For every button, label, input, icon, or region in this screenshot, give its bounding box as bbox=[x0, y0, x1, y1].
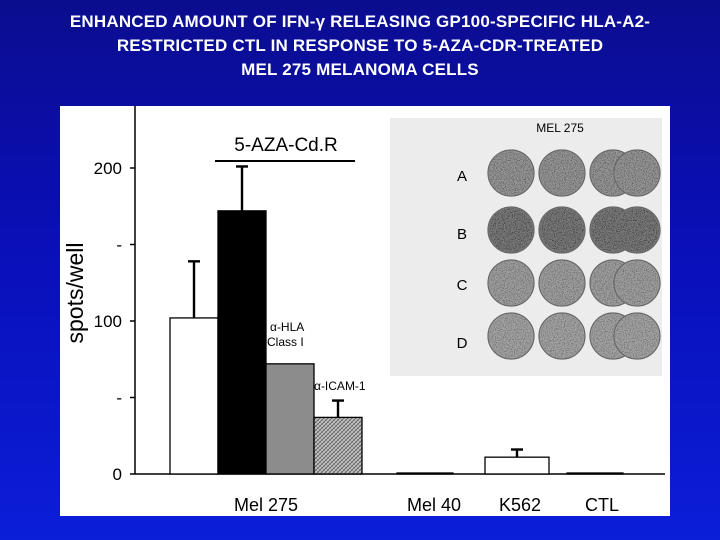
inset-wells bbox=[487, 149, 661, 360]
title-line-1: ENHANCED AMOUNT OF IFN-γ RELEASING GP100… bbox=[69, 12, 651, 31]
bar-mel-275-0 bbox=[169, 317, 219, 475]
y-tick-label: 100 bbox=[94, 312, 122, 331]
well-texture bbox=[615, 261, 659, 305]
well-texture bbox=[540, 314, 584, 358]
bar-ctl-6 bbox=[566, 472, 624, 475]
aza-label: 5-AZA-Cd.R bbox=[234, 135, 337, 156]
well-texture bbox=[540, 151, 584, 195]
x-tick-labels: Mel 275 Mel 40 K562 CTL bbox=[234, 495, 619, 515]
elispot-inset: MEL 275 A B C D bbox=[390, 118, 662, 376]
title-line-3: MEL 275 MELANOMA CELLS bbox=[241, 60, 479, 79]
bar-mel-275-3 bbox=[313, 416, 363, 475]
x-tick-label-ctl: CTL bbox=[585, 495, 619, 515]
y-tick-label: 200 bbox=[94, 159, 122, 178]
x-tick-label-mel-40: Mel 40 bbox=[407, 495, 461, 515]
icam-label: α-ICAM-1 bbox=[314, 379, 366, 393]
y-ticks: 0 - 100 - 200 bbox=[94, 159, 135, 484]
y-axis-label: spots/well bbox=[62, 243, 88, 344]
hla-label-line-1: α-HLA bbox=[270, 320, 304, 334]
well-texture bbox=[615, 208, 659, 252]
well-texture bbox=[489, 314, 533, 358]
well-texture bbox=[615, 151, 659, 195]
y-tick-label: - bbox=[116, 389, 122, 408]
inset-row-label-d: D bbox=[457, 335, 468, 352]
y-tick-label: 0 bbox=[113, 465, 122, 484]
well-texture bbox=[540, 261, 584, 305]
inset-row-label-a: A bbox=[457, 168, 467, 185]
well-texture bbox=[615, 314, 659, 358]
bar-mel-275-2 bbox=[265, 363, 315, 475]
hla-label-line-2: Class I bbox=[267, 335, 304, 349]
inset-row-label-b: B bbox=[457, 226, 467, 243]
well-texture bbox=[540, 208, 584, 252]
inset-row-labels: A B C D bbox=[457, 168, 468, 352]
bar-mel-40-4 bbox=[396, 472, 454, 475]
well-texture bbox=[489, 261, 533, 305]
bar-k562-5 bbox=[484, 456, 550, 475]
title-line-2: RESTRICTED CTL IN RESPONSE TO 5-AZA-CDR-… bbox=[116, 36, 604, 55]
inset-title: MEL 275 bbox=[536, 121, 584, 135]
x-tick-label-mel-275: Mel 275 bbox=[234, 495, 298, 515]
y-tick-label: - bbox=[116, 236, 122, 255]
well-texture bbox=[489, 151, 533, 195]
chart-panel: 0 - 100 - 200 spots/well MEL 275 A B C D 5-AZA-… bbox=[60, 106, 670, 516]
bar-mel-275-1 bbox=[217, 210, 267, 475]
inset-row-label-c: C bbox=[457, 277, 468, 294]
well-texture bbox=[489, 208, 533, 252]
x-tick-label-k562: K562 bbox=[499, 495, 541, 515]
slide-title: ENHANCED AMOUNT OF IFN-γ RELEASING GP100… bbox=[0, 10, 720, 82]
bars-group bbox=[169, 165, 624, 475]
bar-chart: 0 - 100 - 200 spots/well MEL 275 A B C D 5-AZA-… bbox=[62, 106, 665, 515]
